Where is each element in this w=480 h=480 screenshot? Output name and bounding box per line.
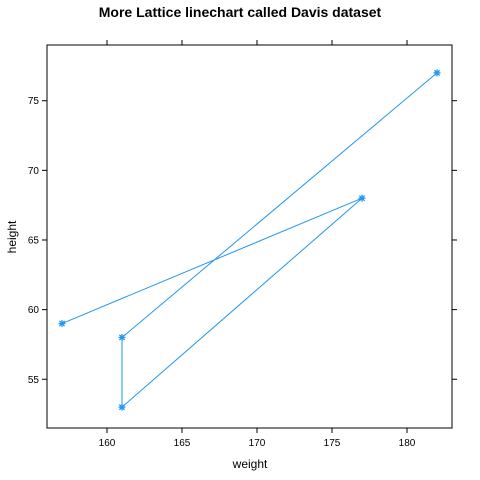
y-tick-label: 70 [28,166,40,177]
x-tick-label: 170 [249,438,266,449]
data-point-marker [433,69,441,77]
data-point-marker [58,320,66,328]
x-tick-label: 160 [99,438,116,449]
x-axis-label: weight [232,457,268,471]
y-axis-label: height [5,220,19,253]
data-point-marker [118,403,126,411]
x-tick-label: 165 [174,438,191,449]
y-tick-label: 60 [28,305,40,316]
axis-ticks [42,40,457,433]
y-tick-label: 75 [28,96,40,107]
data-point-marker [358,194,366,202]
x-tick-label: 180 [399,438,416,449]
y-tick-label: 55 [28,375,40,386]
chart-title: More Lattice linechart called Davis data… [99,4,382,20]
series-layer [58,69,441,411]
x-tick-label: 175 [324,438,341,449]
y-tick-label: 65 [28,235,40,246]
series-line [61,72,438,409]
plot-frame [46,44,453,429]
data-point-marker [118,333,126,341]
axis-tick-labels: 160 165 170 175 180 55 60 65 70 75 [28,96,416,449]
